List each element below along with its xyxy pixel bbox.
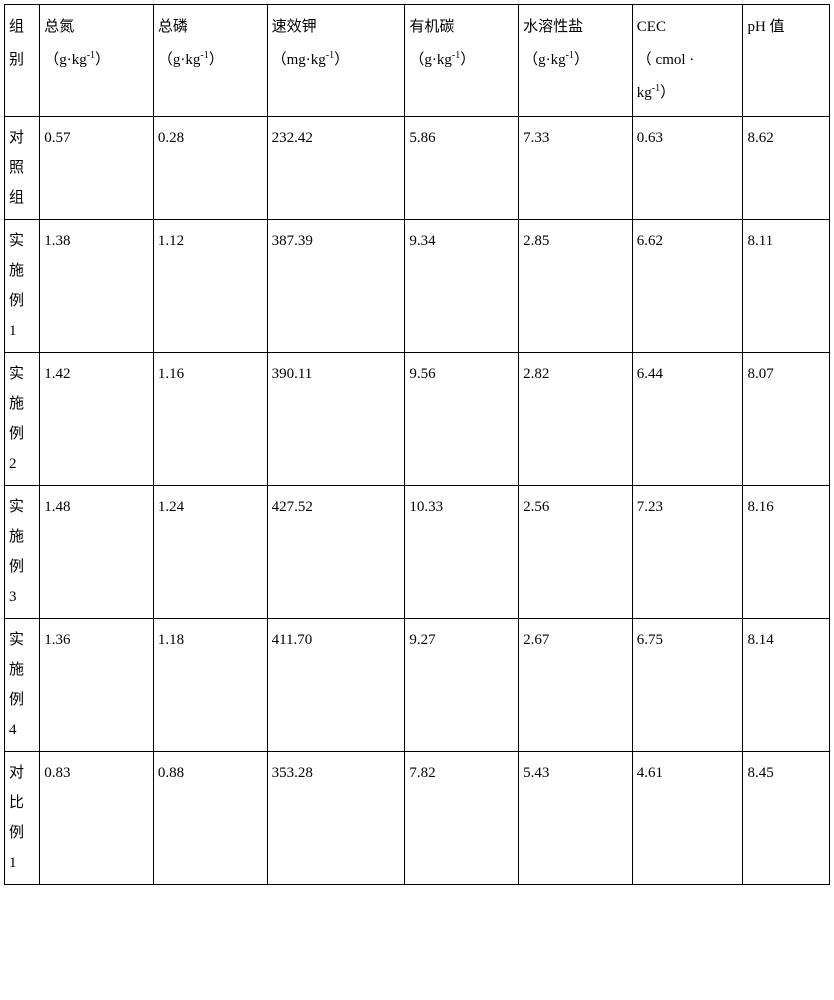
header-cec-unit1: （ cmol ·	[637, 52, 695, 68]
cell-k: 390.11	[267, 353, 405, 486]
cell-p: 1.24	[153, 486, 267, 619]
header-k-label: 速效钾	[272, 19, 317, 35]
header-c-label: 有机碳	[409, 19, 454, 35]
row-label: 对照组	[9, 123, 24, 213]
cell-ph: 8.07	[743, 353, 830, 486]
cell-c: 9.34	[405, 220, 519, 353]
cell-cec: 6.75	[632, 619, 743, 752]
header-n-unit: （g·kg	[44, 52, 87, 68]
header-c-unit: （g·kg	[409, 52, 452, 68]
row-label-cell: 实施例1	[5, 220, 40, 353]
header-cec-unit2: kg	[637, 85, 652, 101]
header-salt-label: 水溶性盐	[523, 19, 583, 35]
header-total-n: 总氮 （g·kg-1）	[40, 5, 154, 117]
header-ph: pH 值	[743, 5, 830, 117]
cell-n: 0.57	[40, 117, 154, 220]
row-label: 实施例4	[9, 625, 24, 745]
header-avail-k: 速效钾 （mg·kg-1）	[267, 5, 405, 117]
row-label-cell: 对照组	[5, 117, 40, 220]
unit-sup: -1	[652, 83, 660, 94]
cell-c: 10.33	[405, 486, 519, 619]
header-org-c: 有机碳 （g·kg-1）	[405, 5, 519, 117]
unit-close: ）	[209, 52, 224, 68]
cell-c: 7.82	[405, 752, 519, 885]
header-cec: CEC （ cmol · kg-1）	[632, 5, 743, 117]
header-group: 组别	[5, 5, 40, 117]
cell-p: 1.18	[153, 619, 267, 752]
cell-ph: 8.45	[743, 752, 830, 885]
header-p-label: 总磷	[158, 19, 188, 35]
cell-n: 1.36	[40, 619, 154, 752]
unit-sup: -1	[566, 50, 574, 61]
cell-cec: 6.44	[632, 353, 743, 486]
header-cec-label: CEC	[637, 19, 666, 35]
cell-salt: 2.67	[519, 619, 633, 752]
header-ph-label: pH 值	[747, 19, 784, 35]
header-total-p: 总磷 （g·kg-1）	[153, 5, 267, 117]
table-row: 实施例3 1.48 1.24 427.52 10.33 2.56 7.23 8.…	[5, 486, 830, 619]
cell-cec: 6.62	[632, 220, 743, 353]
row-label-cell: 对比例1	[5, 752, 40, 885]
unit-sup: -1	[87, 50, 95, 61]
cell-p: 0.88	[153, 752, 267, 885]
unit-close: ）	[334, 52, 349, 68]
cell-k: 387.39	[267, 220, 405, 353]
cell-n: 0.83	[40, 752, 154, 885]
cell-p: 1.16	[153, 353, 267, 486]
row-label-cell: 实施例4	[5, 619, 40, 752]
header-k-unit: （mg·kg	[272, 52, 326, 68]
header-salt-unit: （g·kg	[523, 52, 566, 68]
cell-c: 5.86	[405, 117, 519, 220]
unit-sup: -1	[326, 50, 334, 61]
table-row: 实施例2 1.42 1.16 390.11 9.56 2.82 6.44 8.0…	[5, 353, 830, 486]
row-label: 实施例1	[9, 226, 24, 346]
cell-c: 9.27	[405, 619, 519, 752]
table-header-row: 组别 总氮 （g·kg-1） 总磷 （g·kg-1） 速效钾 （mg·kg-1）…	[5, 5, 830, 117]
table-row: 对比例1 0.83 0.88 353.28 7.82 5.43 4.61 8.4…	[5, 752, 830, 885]
cell-ph: 8.14	[743, 619, 830, 752]
row-label-cell: 实施例3	[5, 486, 40, 619]
cell-ph: 8.11	[743, 220, 830, 353]
cell-cec: 0.63	[632, 117, 743, 220]
cell-k: 232.42	[267, 117, 405, 220]
cell-salt: 5.43	[519, 752, 633, 885]
row-label: 实施例2	[9, 359, 24, 479]
cell-salt: 2.56	[519, 486, 633, 619]
cell-ph: 8.62	[743, 117, 830, 220]
cell-k: 427.52	[267, 486, 405, 619]
header-group-label: 组别	[9, 11, 24, 77]
cell-p: 1.12	[153, 220, 267, 353]
table-row: 对照组 0.57 0.28 232.42 5.86 7.33 0.63 8.62	[5, 117, 830, 220]
table-row: 实施例1 1.38 1.12 387.39 9.34 2.85 6.62 8.1…	[5, 220, 830, 353]
cell-salt: 2.85	[519, 220, 633, 353]
unit-close: ）	[460, 52, 475, 68]
header-n-label: 总氮	[44, 19, 74, 35]
unit-sup: -1	[452, 50, 460, 61]
cell-ph: 8.16	[743, 486, 830, 619]
table-row: 实施例4 1.36 1.18 411.70 9.27 2.67 6.75 8.1…	[5, 619, 830, 752]
cell-c: 9.56	[405, 353, 519, 486]
cell-cec: 4.61	[632, 752, 743, 885]
data-table: 组别 总氮 （g·kg-1） 总磷 （g·kg-1） 速效钾 （mg·kg-1）…	[4, 4, 830, 885]
cell-cec: 7.23	[632, 486, 743, 619]
unit-close: ）	[660, 85, 675, 101]
cell-salt: 7.33	[519, 117, 633, 220]
cell-k: 411.70	[267, 619, 405, 752]
row-label: 对比例1	[9, 758, 24, 878]
header-p-unit: （g·kg	[158, 52, 201, 68]
unit-close: ）	[574, 52, 589, 68]
header-salt: 水溶性盐 （g·kg-1）	[519, 5, 633, 117]
cell-k: 353.28	[267, 752, 405, 885]
cell-p: 0.28	[153, 117, 267, 220]
cell-n: 1.42	[40, 353, 154, 486]
cell-n: 1.38	[40, 220, 154, 353]
unit-close: ）	[95, 52, 110, 68]
cell-salt: 2.82	[519, 353, 633, 486]
unit-sup: -1	[200, 50, 208, 61]
row-label: 实施例3	[9, 492, 24, 612]
cell-n: 1.48	[40, 486, 154, 619]
row-label-cell: 实施例2	[5, 353, 40, 486]
